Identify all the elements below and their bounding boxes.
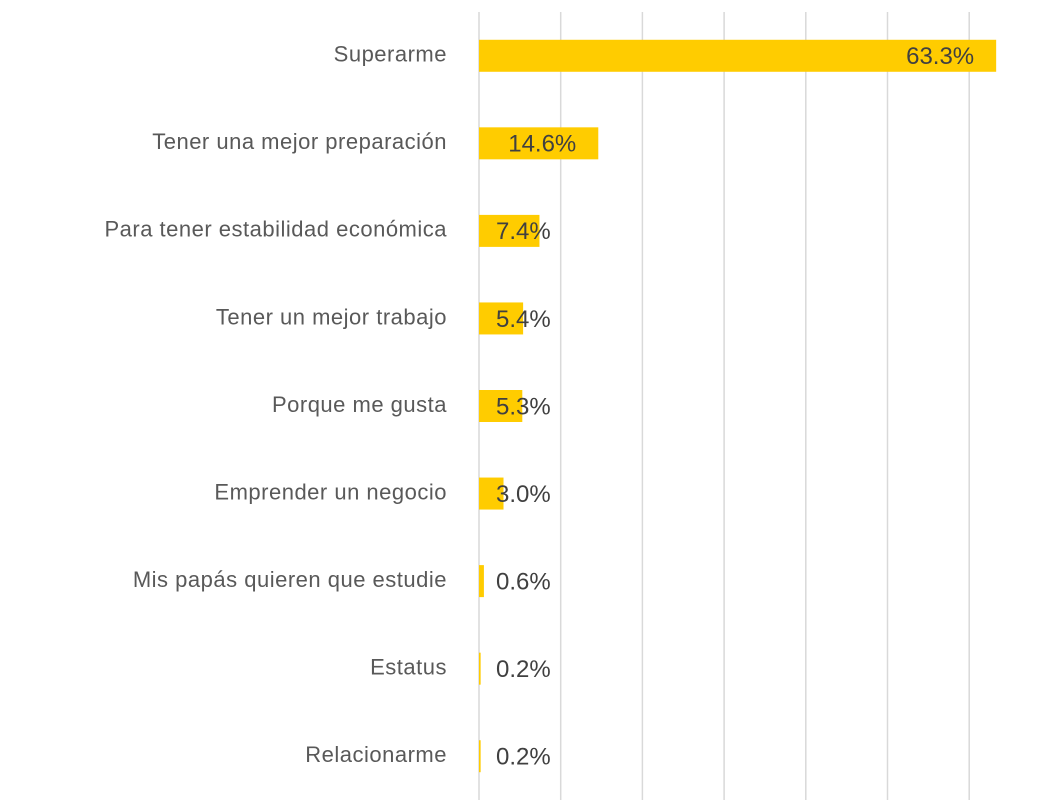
bar (479, 302, 524, 335)
data-label: 0.2% (496, 744, 551, 771)
bar (479, 565, 484, 598)
y-tick-label: Para tener estabilidad económica (104, 217, 447, 242)
data-label: 3.0% (496, 481, 551, 508)
y-tick-label: Superarme (334, 42, 447, 67)
data-label: 5.4% (496, 306, 551, 333)
y-tick-label: Relacionarme (305, 742, 447, 767)
y-tick-label: Porque me gusta (272, 392, 447, 417)
bar (479, 740, 481, 773)
bar (479, 477, 504, 510)
bar (479, 390, 523, 422)
y-tick-label: Emprender un negocio (214, 479, 447, 504)
data-label: 5.3% (496, 393, 551, 420)
data-label: 0.2% (496, 656, 551, 683)
bar (479, 39, 997, 72)
data-label: 63.3% (906, 43, 974, 70)
y-tick-label: Tener una mejor preparación (152, 129, 447, 154)
data-label: 0.6% (496, 568, 551, 595)
bar (479, 214, 540, 247)
y-tick-label: Mis papás quieren que estudie (133, 567, 447, 592)
data-label: 14.6% (508, 131, 576, 158)
bar (479, 652, 481, 685)
y-tick-label: Estatus (370, 654, 447, 679)
y-tick-label: Tener un mejor trabajo (216, 304, 447, 329)
data-label: 7.4% (496, 218, 551, 245)
bar (479, 127, 599, 160)
